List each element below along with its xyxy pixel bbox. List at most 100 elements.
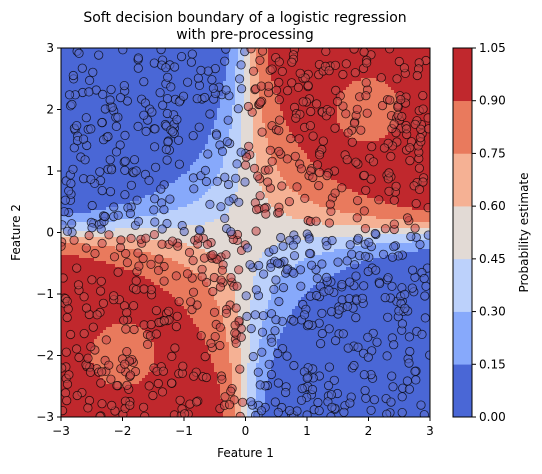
heat-cell [103, 54, 107, 58]
heat-cell [88, 243, 92, 247]
heat-cell [82, 282, 86, 286]
heat-cell [79, 237, 83, 241]
heat-cell [97, 387, 101, 391]
heat-cell [148, 135, 152, 139]
heat-cell [64, 156, 68, 160]
heat-cell [88, 162, 92, 166]
heat-cell [151, 81, 155, 85]
heat-cell [100, 252, 104, 256]
heat-cell [121, 117, 125, 121]
heat-cell [166, 192, 170, 196]
heat-cell [139, 48, 143, 52]
heat-cell [64, 78, 68, 82]
heat-cell [130, 264, 134, 268]
heat-cell [121, 102, 125, 106]
heat-cell [103, 378, 107, 382]
heat-cell [133, 108, 137, 112]
heat-cell [76, 219, 80, 223]
heat-cell [142, 297, 146, 301]
heat-cell [142, 216, 146, 220]
heat-cell [148, 57, 152, 61]
heat-cell [91, 360, 95, 364]
heat-cell [106, 114, 110, 118]
heat-cell [154, 315, 158, 319]
heat-cell [145, 252, 149, 256]
heat-cell [127, 126, 131, 130]
heat-cell [61, 252, 65, 256]
heat-cell [67, 252, 71, 256]
heat-cell [76, 183, 80, 187]
heat-cell [139, 177, 143, 181]
heat-cell [100, 69, 104, 73]
heat-cell [82, 240, 86, 244]
heat-cell [139, 411, 143, 415]
heat-cell [118, 408, 122, 412]
heat-cell [64, 324, 68, 328]
heat-cell [148, 159, 152, 163]
heat-cell [136, 321, 140, 325]
heat-cell [70, 390, 74, 394]
heat-cell [76, 336, 80, 340]
heat-cell [145, 279, 149, 283]
heat-cell [94, 63, 98, 67]
heat-cell [136, 78, 140, 82]
heat-cell [133, 354, 137, 358]
heat-cell [157, 150, 161, 154]
heat-cell [106, 243, 110, 247]
heat-cell [142, 228, 146, 232]
heat-cell [61, 396, 65, 400]
heat-cell [97, 60, 101, 64]
heat-cell [145, 312, 149, 316]
heat-cell [121, 375, 125, 379]
heat-cell [133, 117, 137, 121]
heat-cell [118, 57, 122, 61]
heat-cell [97, 318, 101, 322]
heat-cell [133, 87, 137, 91]
heat-cell [121, 69, 125, 73]
heat-cell [97, 111, 101, 115]
heat-cell [73, 402, 77, 406]
heat-cell [133, 84, 137, 88]
heat-cell [160, 348, 164, 352]
heat-cell [139, 159, 143, 163]
heat-cell [61, 384, 65, 388]
heat-cell [88, 294, 92, 298]
heat-cell [94, 57, 98, 61]
heat-cell [64, 111, 68, 115]
heat-cell [70, 369, 74, 373]
heat-cell [127, 189, 131, 193]
heat-cell [157, 156, 161, 160]
heat-cell [151, 243, 155, 247]
heat-cell [121, 54, 125, 58]
heat-cell [94, 135, 98, 139]
heat-cell [109, 261, 113, 265]
heat-cell [73, 162, 77, 166]
heat-cell [166, 132, 170, 136]
heat-cell [130, 138, 134, 142]
heat-cell [157, 408, 161, 412]
heat-cell [70, 402, 74, 406]
heat-cell [94, 114, 98, 118]
heat-cell [142, 225, 146, 229]
heat-cell [175, 198, 179, 202]
heat-cell [73, 312, 77, 316]
heat-cell [181, 252, 185, 256]
heat-cell [169, 288, 173, 292]
heat-cell [103, 207, 107, 211]
heat-cell [85, 219, 89, 223]
heat-cell [124, 129, 128, 133]
heat-cell [133, 405, 137, 409]
heat-cell [136, 141, 140, 145]
heat-cell [85, 210, 89, 214]
heat-cell [151, 354, 155, 358]
heat-cell [118, 255, 122, 259]
heat-cell [97, 207, 101, 211]
heat-cell [136, 84, 140, 88]
heat-cell [64, 126, 68, 130]
heat-cell [127, 138, 131, 142]
heat-cell [91, 384, 95, 388]
heat-cell [151, 72, 155, 76]
heat-cell [64, 243, 68, 247]
heat-cell [160, 162, 164, 166]
heat-cell [109, 222, 113, 226]
